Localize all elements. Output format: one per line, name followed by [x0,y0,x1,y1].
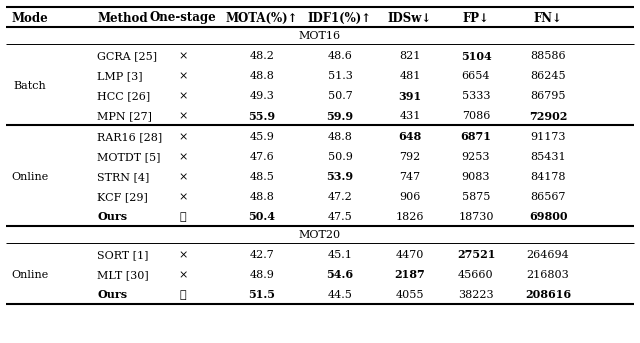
Text: 18730: 18730 [458,212,493,222]
Text: MOTA(%)↑: MOTA(%)↑ [226,12,298,24]
Text: Ours: Ours [97,289,127,300]
Text: Method: Method [97,12,148,24]
Text: MOT16: MOT16 [299,31,341,41]
Text: ×: × [179,91,188,101]
Text: STRN [4]: STRN [4] [97,172,149,182]
Text: 9253: 9253 [461,152,490,162]
Text: 50.9: 50.9 [328,152,353,162]
Text: 1826: 1826 [396,212,424,222]
Text: 481: 481 [399,71,420,81]
Text: 4470: 4470 [396,250,424,260]
Text: 91173: 91173 [531,132,566,142]
Text: ×: × [179,270,188,280]
Text: Mode: Mode [12,12,49,24]
Text: 47.5: 47.5 [328,212,353,222]
Text: ✓: ✓ [180,290,186,300]
Text: 6654: 6654 [461,71,490,81]
Text: IDF1(%)↑: IDF1(%)↑ [308,12,372,24]
Text: LMP [3]: LMP [3] [97,71,143,81]
Text: RAR16 [28]: RAR16 [28] [97,132,163,142]
Text: Ours: Ours [97,212,127,223]
Text: 51.3: 51.3 [328,71,353,81]
Text: 51.5: 51.5 [248,289,275,300]
Text: MOT20: MOT20 [299,230,341,240]
Text: 9083: 9083 [461,172,490,182]
Text: FP↓: FP↓ [463,12,490,24]
Text: 86567: 86567 [531,192,566,202]
Text: Batch: Batch [13,81,46,91]
Text: 84178: 84178 [531,172,566,182]
Text: Online: Online [12,172,49,182]
Text: 431: 431 [399,111,420,121]
Text: ×: × [179,71,188,81]
Text: HCC [26]: HCC [26] [97,91,150,101]
Text: ×: × [179,172,188,182]
Text: 208616: 208616 [525,289,571,300]
Text: 69800: 69800 [529,212,567,223]
Text: FN↓: FN↓ [534,12,563,24]
Text: 47.2: 47.2 [328,192,353,202]
Text: ×: × [179,132,188,142]
Text: 48.8: 48.8 [250,71,275,81]
Text: SORT [1]: SORT [1] [97,250,148,260]
Text: 747: 747 [399,172,420,182]
Text: 48.5: 48.5 [250,172,275,182]
Text: 55.9: 55.9 [248,110,276,121]
Text: 53.9: 53.9 [326,172,353,182]
Text: 45.1: 45.1 [328,250,353,260]
Text: 49.3: 49.3 [250,91,275,101]
Text: 47.6: 47.6 [250,152,275,162]
Text: MPN [27]: MPN [27] [97,111,152,121]
Text: ×: × [179,51,188,61]
Text: 4055: 4055 [396,290,424,300]
Text: 48.9: 48.9 [250,270,275,280]
Text: 648: 648 [398,131,422,142]
Text: ×: × [179,111,188,121]
Text: 48.2: 48.2 [250,51,275,61]
Text: 44.5: 44.5 [328,290,353,300]
Text: ×: × [179,192,188,202]
Text: 86245: 86245 [530,71,566,81]
Text: 72902: 72902 [529,110,567,121]
Text: 50.4: 50.4 [248,212,275,223]
Text: 792: 792 [399,152,420,162]
Text: 6871: 6871 [461,131,492,142]
Text: 27521: 27521 [457,249,495,260]
Text: One-stage: One-stage [150,12,216,24]
Text: 59.9: 59.9 [326,110,353,121]
Text: 216803: 216803 [527,270,570,280]
Text: 54.6: 54.6 [326,270,353,281]
Text: 5104: 5104 [461,50,492,61]
Text: 906: 906 [399,192,420,202]
Text: 48.8: 48.8 [250,192,275,202]
Text: GCRA [25]: GCRA [25] [97,51,157,61]
Text: 48.8: 48.8 [328,132,353,142]
Text: 45660: 45660 [458,270,494,280]
Text: 48.6: 48.6 [328,51,353,61]
Text: ✓: ✓ [180,212,186,222]
Text: 45.9: 45.9 [250,132,275,142]
Text: 85431: 85431 [530,152,566,162]
Text: 7086: 7086 [462,111,490,121]
Text: ×: × [179,250,188,260]
Text: 38223: 38223 [458,290,494,300]
Text: KCF [29]: KCF [29] [97,192,148,202]
Text: 42.7: 42.7 [250,250,275,260]
Text: MOTDT [5]: MOTDT [5] [97,152,161,162]
Text: 86795: 86795 [531,91,566,101]
Text: IDSw↓: IDSw↓ [388,12,432,24]
Text: ×: × [179,152,188,162]
Text: MLT [30]: MLT [30] [97,270,148,280]
Text: Online: Online [12,270,49,280]
Text: 391: 391 [399,91,422,102]
Text: 821: 821 [399,51,420,61]
Text: 88586: 88586 [530,51,566,61]
Text: 264694: 264694 [527,250,570,260]
Text: 5333: 5333 [461,91,490,101]
Text: 50.7: 50.7 [328,91,353,101]
Text: 2187: 2187 [395,270,426,281]
Text: 5875: 5875 [462,192,490,202]
